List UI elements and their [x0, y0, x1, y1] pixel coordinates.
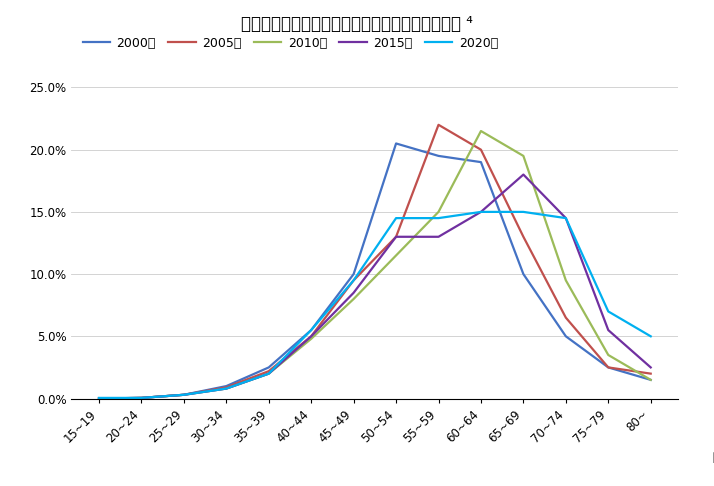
2005年	[95, 396, 104, 401]
2000年	[434, 153, 443, 159]
2000年	[264, 364, 273, 370]
2015年	[561, 215, 570, 221]
2015年	[95, 396, 104, 401]
Line: 2020年: 2020年	[99, 212, 650, 398]
2015年	[307, 333, 316, 339]
2010年	[646, 377, 655, 383]
2000年	[519, 271, 528, 277]
2000年	[561, 333, 570, 339]
2020年	[95, 395, 104, 401]
2020年	[646, 333, 655, 339]
2020年	[604, 309, 613, 314]
2005年	[349, 278, 358, 283]
2020年	[349, 278, 358, 283]
2005年	[264, 368, 273, 374]
2020年	[222, 386, 231, 392]
2020年	[307, 327, 316, 333]
2015年	[222, 386, 231, 392]
2000年	[180, 392, 188, 398]
2010年	[180, 392, 188, 398]
2015年	[434, 234, 443, 240]
2005年	[392, 234, 401, 240]
2000年	[477, 159, 486, 165]
2005年	[180, 392, 188, 398]
2010年	[477, 128, 486, 134]
2000年	[95, 396, 104, 401]
2010年	[519, 153, 528, 159]
2020年	[392, 215, 401, 221]
2015年	[264, 371, 273, 377]
Line: 2000年: 2000年	[99, 143, 650, 399]
Text: （単位：歳）: （単位：歳）	[713, 451, 714, 464]
2005年	[307, 333, 316, 339]
Line: 2010年: 2010年	[99, 131, 650, 399]
2005年	[519, 234, 528, 240]
2020年	[434, 215, 443, 221]
2005年	[222, 384, 231, 390]
2010年	[349, 296, 358, 302]
2015年	[477, 209, 486, 215]
2005年	[137, 395, 146, 401]
2010年	[604, 352, 613, 358]
2010年	[95, 396, 104, 401]
2015年	[180, 392, 188, 398]
2015年	[604, 327, 613, 333]
2015年	[646, 364, 655, 370]
2020年	[561, 215, 570, 221]
2020年	[264, 371, 273, 377]
2000年	[604, 364, 613, 370]
2000年	[392, 140, 401, 146]
2010年	[222, 386, 231, 392]
2015年	[349, 290, 358, 295]
2010年	[561, 278, 570, 283]
2000年	[307, 327, 316, 333]
2010年	[392, 253, 401, 259]
2015年	[392, 234, 401, 240]
2005年	[434, 122, 443, 128]
2020年	[137, 395, 146, 401]
2015年	[519, 172, 528, 177]
Line: 2015年: 2015年	[99, 174, 650, 399]
2010年	[264, 371, 273, 377]
2005年	[646, 371, 655, 377]
2010年	[434, 209, 443, 215]
2005年	[604, 364, 613, 370]
Text: 図表４：中小企業の経営者年齢の分布（年代別） ⁴: 図表４：中小企業の経営者年齢の分布（年代別） ⁴	[241, 15, 473, 33]
2000年	[222, 383, 231, 389]
2000年	[646, 377, 655, 383]
2005年	[477, 147, 486, 153]
2000年	[349, 271, 358, 277]
2000年	[137, 395, 146, 401]
Line: 2005年: 2005年	[99, 125, 650, 399]
2020年	[519, 209, 528, 215]
2020年	[180, 392, 188, 398]
2010年	[307, 336, 316, 342]
2020年	[477, 209, 486, 215]
2010年	[137, 395, 146, 401]
2015年	[137, 395, 146, 401]
2005年	[561, 315, 570, 321]
Legend: 2000年, 2005年, 2010年, 2015年, 2020年: 2000年, 2005年, 2010年, 2015年, 2020年	[78, 32, 503, 54]
